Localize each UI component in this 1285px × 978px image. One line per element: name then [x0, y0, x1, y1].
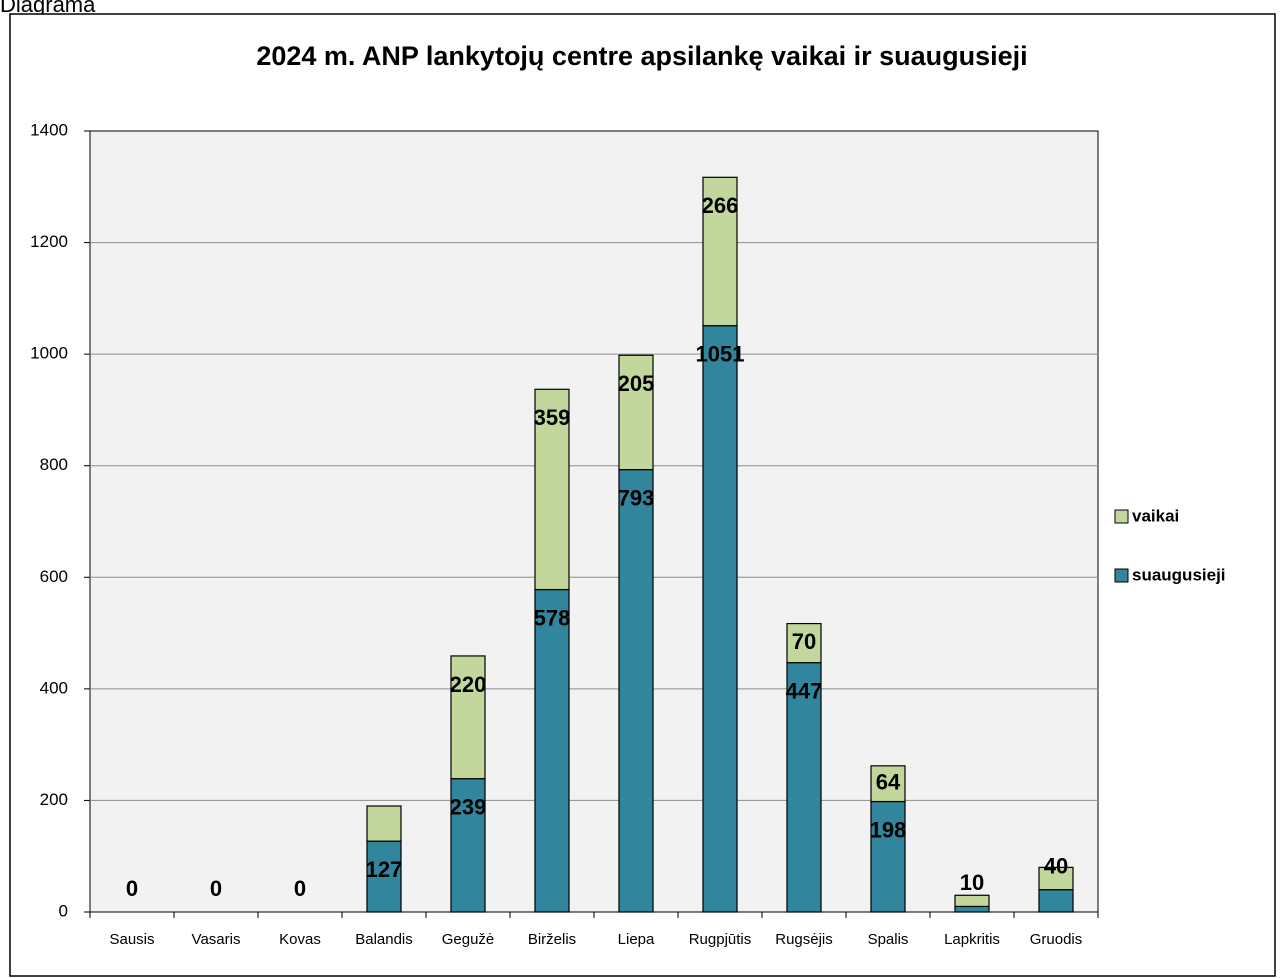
y-tick-label: 800 [40, 455, 68, 474]
data-label: 359 [534, 405, 571, 430]
bar-segment [450, 655, 486, 780]
bar-segment [534, 588, 570, 913]
bar-segment [1038, 866, 1074, 891]
bar-segment [1038, 889, 1074, 913]
data-label: 198 [870, 817, 907, 842]
bar-segment [786, 662, 822, 913]
bar-segment [870, 765, 906, 803]
x-tick-label: Lapkritis [944, 931, 1000, 948]
caption: Diagrama [0, 0, 96, 17]
data-label: 205 [618, 371, 655, 396]
data-label: 64 [876, 770, 901, 795]
data-label: 10 [960, 870, 984, 895]
data-label: 239 [450, 794, 487, 819]
y-tick-label: 0 [59, 901, 68, 920]
data-label: 578 [534, 605, 571, 630]
y-tick-label: 200 [40, 790, 68, 809]
data-label: 793 [618, 485, 655, 510]
x-tick-label: Balandis [355, 931, 413, 948]
data-label: 220 [450, 672, 487, 697]
data-label: 266 [702, 193, 739, 218]
data-label: 70 [792, 629, 816, 654]
bar-segment [954, 905, 990, 913]
legend-label: vaikai [1132, 506, 1179, 525]
data-label: 0 [210, 876, 222, 901]
legend-swatch [1114, 509, 1129, 524]
bar-segment [618, 354, 654, 471]
legend-label: suaugusieji [1132, 565, 1226, 584]
data-label: 127 [366, 857, 403, 882]
bar-segment [702, 325, 738, 913]
bar-segment [870, 800, 906, 913]
plot-area [89, 130, 1099, 913]
legend-swatch [1114, 568, 1129, 583]
bar-segment [450, 778, 486, 913]
y-tick-label: 400 [40, 678, 68, 697]
y-tick-label: 1400 [30, 120, 68, 139]
y-tick-label: 1000 [30, 344, 68, 363]
data-label: 447 [786, 678, 823, 703]
y-tick-label: 600 [40, 567, 68, 586]
bar-segment [786, 622, 822, 664]
bar-segment [702, 176, 738, 327]
bar-segment [618, 469, 654, 913]
bar-segment [534, 388, 570, 591]
x-tick-label: Vasaris [192, 931, 241, 948]
data-label: 40 [1044, 853, 1068, 878]
data-label: 1051 [696, 342, 745, 367]
x-tick-label: Sausis [109, 931, 154, 948]
chart-title: 2024 m. ANP lankytojų centre apsilankę v… [256, 41, 1027, 71]
x-tick-label: Kovas [279, 931, 321, 948]
x-tick-label: Rugpjūtis [689, 931, 752, 948]
data-label: 0 [294, 876, 306, 901]
data-label: 0 [126, 876, 138, 901]
x-tick-label: Birželis [528, 931, 576, 948]
x-tick-label: Gruodis [1030, 931, 1083, 948]
bar-segment [366, 840, 402, 913]
bar-segment [954, 894, 990, 908]
x-tick-label: Gegužė [442, 931, 495, 948]
x-tick-label: Liepa [618, 931, 655, 948]
y-tick-label: 1200 [30, 232, 68, 251]
x-tick-label: Rugsėjis [775, 931, 833, 948]
bar-segment [366, 805, 402, 842]
x-tick-label: Spalis [868, 931, 909, 948]
